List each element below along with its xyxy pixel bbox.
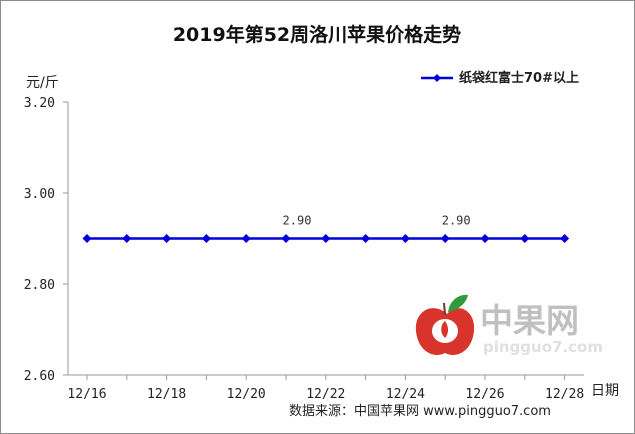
y-tick-label: 3.20: [24, 96, 55, 111]
data-source: 数据来源：中国苹果网 www.pingguo7.com: [289, 404, 551, 419]
data-point: [480, 234, 490, 243]
y-axis-unit: 元/斤: [26, 75, 59, 91]
data-point: [241, 234, 251, 243]
y-tick-label: 3.00: [24, 187, 55, 202]
x-tick-label: 12/22: [306, 387, 345, 402]
data-labels: 2.90 2.90: [283, 214, 471, 228]
data-point: [201, 234, 211, 243]
y-ticks: 3.20 3.00 2.80 2.60: [24, 96, 68, 384]
series-group: [82, 234, 570, 243]
data-point: [162, 234, 172, 243]
x-tick-label: 12/16: [67, 387, 106, 402]
watermark-url: pingguo7.com: [483, 338, 603, 356]
chart-title: 2019年第52周洛川苹果价格走势: [173, 23, 461, 46]
data-point: [122, 234, 132, 243]
data-label: 2.90: [442, 214, 471, 228]
watermark-logo: 中果网 pingguo7.com: [415, 294, 603, 356]
x-tick-label: 12/26: [465, 387, 504, 402]
data-point: [281, 234, 291, 243]
data-point: [560, 234, 570, 243]
x-ticks: 12/16 12/18 12/20 12/22 12/24 12/26 12/28: [67, 375, 584, 402]
x-tick-label: 12/24: [386, 387, 425, 402]
x-tick-label: 12/18: [147, 387, 186, 402]
data-label: 2.90: [283, 214, 312, 228]
x-axis-label: 日期: [591, 383, 619, 399]
y-tick-label: 2.80: [24, 278, 55, 293]
data-point: [361, 234, 371, 243]
x-tick-label: 12/28: [545, 387, 584, 402]
legend: 纸袋红富士70#以上: [421, 70, 579, 86]
apple-logo-icon: [415, 294, 475, 355]
x-tick-label: 12/20: [227, 387, 266, 402]
watermark-name: 中果网: [480, 301, 579, 340]
data-point: [82, 234, 92, 243]
data-point: [321, 234, 331, 243]
legend-marker: [433, 74, 441, 82]
legend-label: 纸袋红富士70#以上: [459, 70, 579, 86]
data-point: [440, 234, 450, 243]
y-tick-label: 2.60: [24, 369, 55, 384]
data-point: [400, 234, 410, 243]
data-point: [520, 234, 530, 243]
